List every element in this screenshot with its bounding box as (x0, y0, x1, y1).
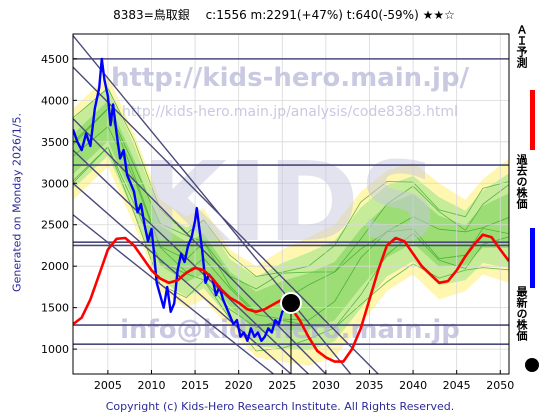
y-tick-label: 2000 (41, 260, 69, 273)
legend-label-latest-price: 最新の株価 (515, 286, 528, 341)
band-ribbon (73, 146, 509, 328)
legend-item-latest-price: 最新の株価 (514, 286, 542, 404)
legend-swatch-past-price (530, 228, 535, 288)
legend-swatch-ai-forecast (530, 90, 535, 150)
trend-line (73, 35, 352, 374)
latest-marker (280, 292, 302, 374)
latest-marker-dot (280, 292, 302, 315)
x-tick-label: 2010 (137, 379, 165, 392)
x-tick-label: 2045 (443, 379, 471, 392)
x-tick-label: 2035 (355, 379, 383, 392)
copyright-notice: Copyright (c) Kids-Hero Research Institu… (105, 400, 455, 413)
trend-line (73, 149, 309, 374)
legend: ＡＩ予測 過去の株価 最新の株価 (514, 24, 542, 404)
x-tick-label: 2020 (225, 379, 253, 392)
band-inner (73, 101, 509, 332)
x-tick-label: 2030 (312, 379, 340, 392)
axes: 1000 1500 2000 2500 3000 3500 4000 4500 2005 2010… (41, 33, 514, 392)
watermark-logo: KIDS (142, 138, 439, 266)
band-ribbon (73, 87, 509, 277)
trend-line (73, 214, 274, 374)
watermark-email: info@kids-hero.main.jp (120, 315, 460, 345)
trend-line (73, 66, 379, 374)
legend-item-past-price: 過去の株価 (514, 154, 542, 288)
legend-item-ai-forecast: ＡＩ予測 (514, 24, 542, 154)
trend-channel (73, 35, 379, 374)
watermark-analysis-url: http://kids-hero.main.jp/analysis/code83… (122, 104, 458, 120)
y-tick-label: 3000 (41, 177, 69, 190)
trend-line (73, 182, 292, 374)
band-ribbon (73, 125, 509, 321)
x-tick-label: 2040 (399, 379, 427, 392)
chart-title: 8383=鳥取銀 c:1556 m:2291(+47%) t:640(-59%)… (113, 8, 455, 22)
y-tick-label: 1000 (41, 343, 69, 356)
watermark-url: http://kids-hero.main.jp/ (111, 63, 470, 93)
x-tick-label: 2005 (94, 379, 122, 392)
band-middle (73, 86, 509, 351)
x-tick-label: 2025 (268, 379, 296, 392)
y-tick-label: 4500 (41, 53, 69, 66)
x-tick-label: 2050 (486, 379, 514, 392)
y-tick-label: 2500 (41, 219, 69, 232)
y-tick-label: 3500 (41, 136, 69, 149)
plot-frame (72, 33, 510, 375)
y-tick-label: 1500 (41, 302, 69, 315)
legend-label-ai-forecast: ＡＩ予測 (515, 24, 528, 68)
y-tick-label: 4000 (41, 94, 69, 107)
band-ribbon (73, 107, 509, 290)
trend-line (73, 118, 327, 374)
legend-dot-latest-price (525, 358, 539, 372)
x-tick-label: 2015 (181, 379, 209, 392)
legend-label-past-price: 過去の株価 (515, 154, 528, 209)
series-past-price (73, 57, 291, 342)
